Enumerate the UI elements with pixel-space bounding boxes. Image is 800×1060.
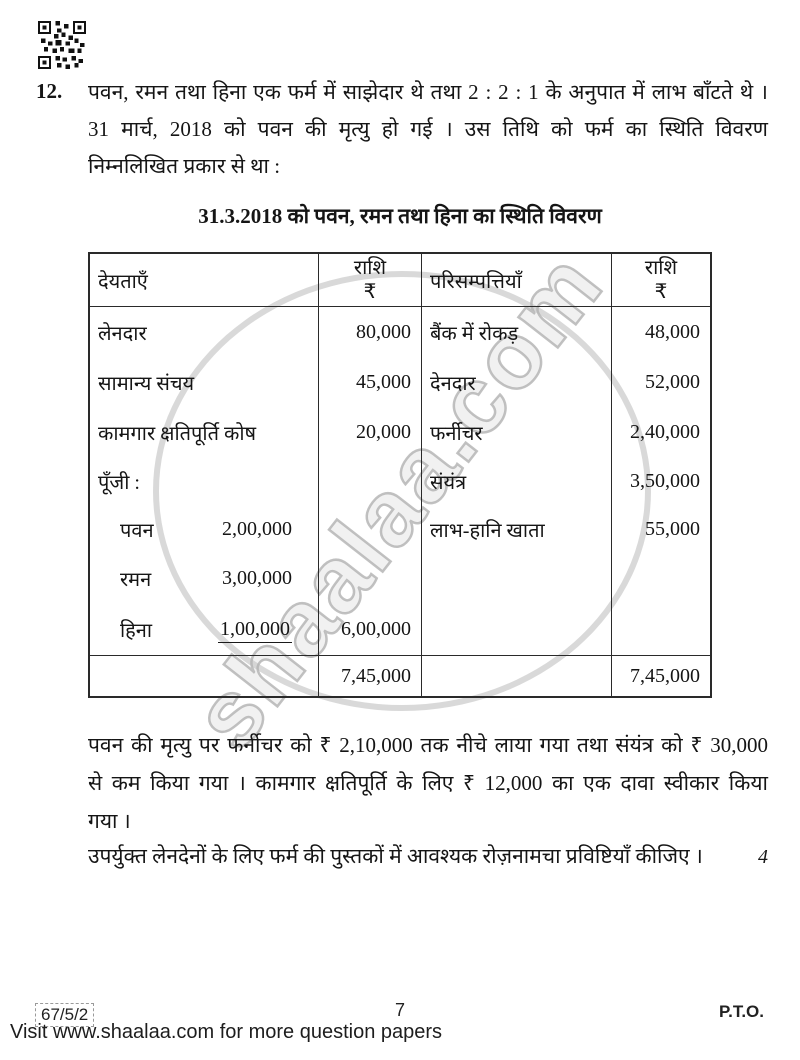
header-liabilities: देयताएँ bbox=[90, 254, 319, 307]
adjustment-line-2: से कम किया गया । कामगार क्षतिपूर्ति के ल… bbox=[88, 771, 768, 795]
amount-furniture: 2,40,000 bbox=[630, 420, 700, 443]
asset-debtors: देनदार bbox=[430, 372, 476, 395]
capital-pawan-row: पवन 2,00,000 bbox=[90, 505, 318, 553]
capital-raman-name: रमन bbox=[120, 568, 152, 591]
liability-wcf: कामगार क्षतिपूर्ति कोष bbox=[98, 422, 257, 445]
adjustment-line-1: पवन की मृत्यु पर फर्नीचर को ₹ 2,10,000 त… bbox=[88, 733, 768, 757]
intro-line-3: निम्नलिखित प्रकार से था : bbox=[88, 154, 281, 178]
adjustment-line-3: गया । bbox=[88, 809, 131, 833]
capital-hina-amount: 1,00,000 bbox=[200, 617, 292, 643]
balance-sheet-title: 31.3.2018 को पवन, रमन तथा हिना का स्थिति… bbox=[198, 204, 602, 228]
liability-general-reserve: सामान्य संचय bbox=[98, 372, 195, 395]
liability-capital-heading: पूँजी : bbox=[98, 471, 140, 494]
total-liabilities: 7,45,000 bbox=[319, 655, 422, 696]
amount-creditors: 80,000 bbox=[356, 320, 411, 343]
page-number: 7 bbox=[394, 1000, 405, 1020]
qr-code-icon bbox=[38, 21, 86, 69]
pto-label: P.T.O. bbox=[718, 1002, 764, 1021]
capital-hina-row: हिना 1,00,000 bbox=[90, 603, 318, 655]
intro-line-2: 31 मार्च, 2018 को पवन की मृत्यु हो गई । … bbox=[88, 117, 768, 141]
asset-plant: संयंत्र bbox=[430, 471, 467, 494]
liability-creditors: लेनदार bbox=[98, 322, 147, 345]
capital-raman-amount: 3,00,000 bbox=[222, 566, 292, 589]
intro-line-1: पवन, रमन तथा हिना एक फर्म में साझेदार थे… bbox=[88, 80, 768, 104]
amount-profit-loss: 55,000 bbox=[645, 517, 700, 540]
header-assets: परिसम्पत्तियाँ bbox=[422, 254, 612, 307]
assets-column: बैंक में रोकड़ देनदार फर्नीचर संयंत्र ला… bbox=[422, 307, 612, 655]
asset-profit-loss: लाभ-हानि खाता bbox=[430, 519, 545, 542]
rupee-symbol: ₹ bbox=[654, 281, 668, 303]
amount-wcf: 20,000 bbox=[356, 420, 411, 443]
header-amount-left: राशि ₹ bbox=[319, 254, 422, 307]
amount-plant: 3,50,000 bbox=[630, 469, 700, 492]
header-amount-right: राशि ₹ bbox=[612, 254, 710, 307]
task-row: उपर्युक्त लेनदेनों के लिए फर्म की पुस्तक… bbox=[88, 842, 768, 870]
amount-cash-at-bank: 48,000 bbox=[645, 320, 700, 343]
visit-line: Visit www.shaalaa.com for more question … bbox=[10, 1021, 443, 1043]
amount-general-reserve: 45,000 bbox=[356, 370, 411, 393]
liabilities-column: लेनदार सामान्य संचय कामगार क्षतिपूर्ति क… bbox=[90, 307, 319, 655]
total-assets: 7,45,000 bbox=[612, 655, 710, 696]
asset-cash-at-bank: बैंक में रोकड़ bbox=[430, 322, 519, 345]
capital-raman-row: रमन 3,00,000 bbox=[90, 553, 318, 603]
marks-value: 4 bbox=[758, 846, 768, 868]
capital-pawan-name: पवन bbox=[120, 519, 154, 542]
balance-sheet-table: देयताएँ राशि ₹ परिसम्पत्तियाँ राशि ₹ लेन… bbox=[88, 252, 712, 698]
task-line: उपर्युक्त लेनदेनों के लिए फर्म की पुस्तक… bbox=[88, 844, 703, 868]
question-intro: पवन, रमन तथा हिना एक फर्म में साझेदार थे… bbox=[88, 74, 768, 185]
capital-pawan-amount: 2,00,000 bbox=[222, 517, 292, 540]
asset-furniture: फर्नीचर bbox=[430, 422, 483, 445]
adjustments-paragraph: पवन की मृत्यु पर फर्नीचर को ₹ 2,10,000 त… bbox=[88, 726, 768, 840]
amount-debtors: 52,000 bbox=[645, 370, 700, 393]
liabilities-amount-column: 80,000 45,000 20,000 6,00,000 bbox=[319, 307, 422, 655]
paper-code: 67/5/2 bbox=[35, 1003, 95, 1027]
question-number: 12. bbox=[36, 79, 63, 103]
amount-capital-total: 6,00,000 bbox=[341, 617, 411, 640]
capital-hina-name: हिना bbox=[120, 619, 153, 642]
assets-amount-column: 48,000 52,000 2,40,000 3,50,000 55,000 bbox=[612, 307, 710, 655]
rupee-symbol: ₹ bbox=[363, 281, 377, 303]
